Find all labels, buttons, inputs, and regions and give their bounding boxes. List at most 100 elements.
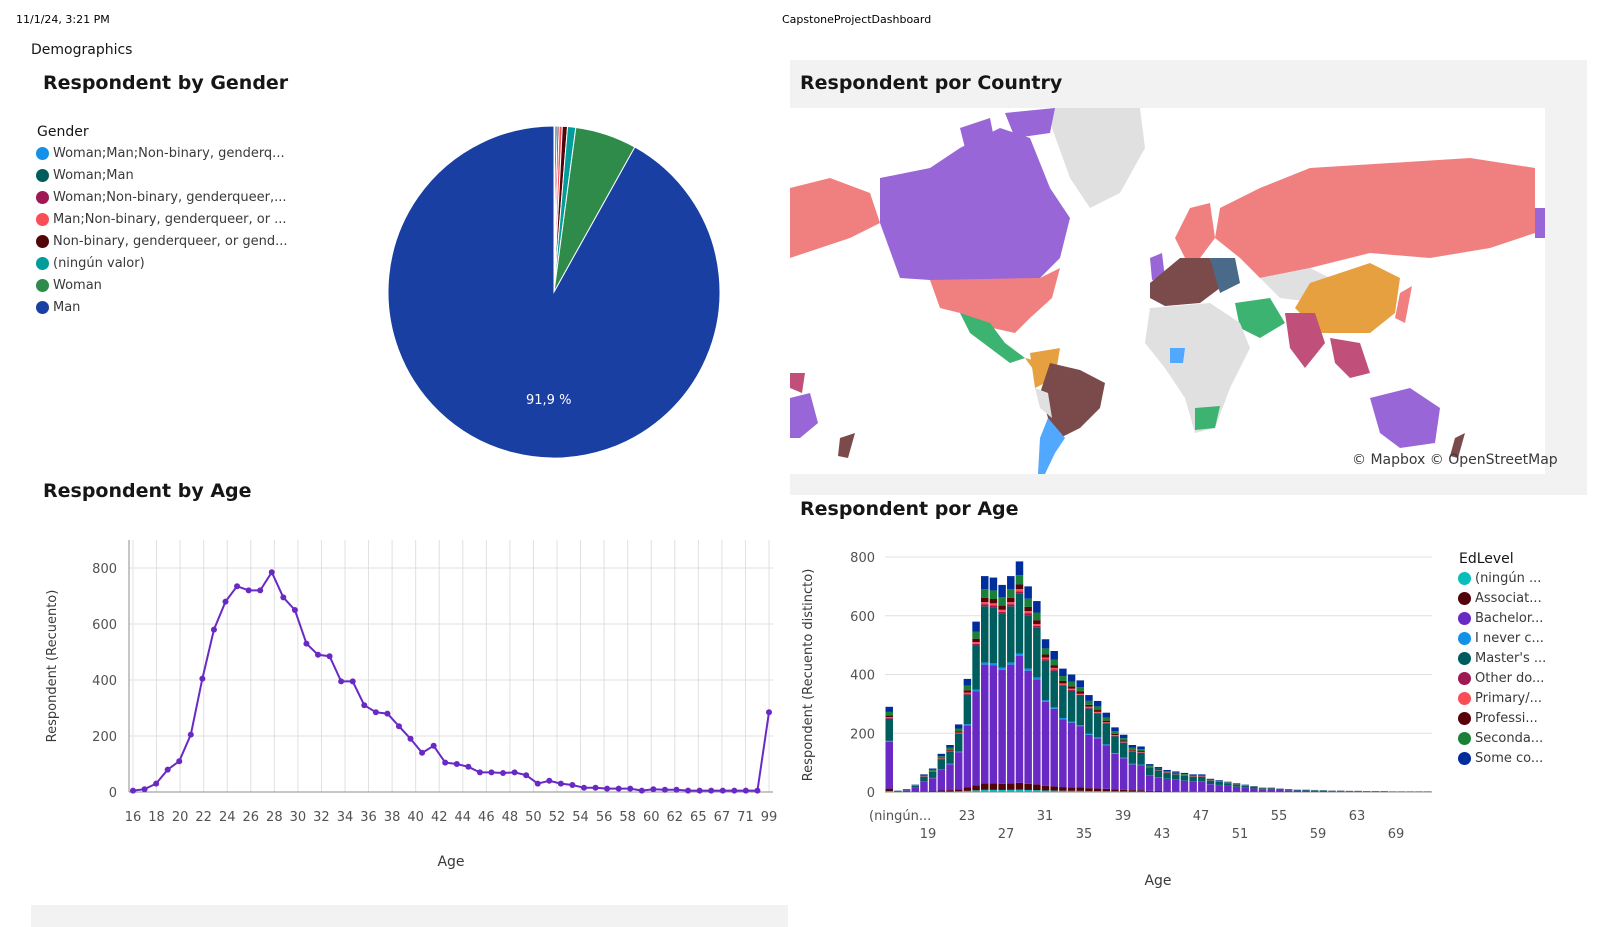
bar-segment[interactable] [946, 764, 954, 791]
bar-segment[interactable] [1007, 606, 1015, 663]
bar-segment[interactable] [1033, 601, 1041, 613]
bar-segment[interactable] [1336, 791, 1345, 792]
map-region-eastern-europe[interactable] [1210, 258, 1240, 293]
bar-segment[interactable] [1085, 700, 1093, 705]
bar-segment[interactable] [920, 781, 928, 792]
line-point[interactable] [719, 787, 726, 794]
bar-segment[interactable] [981, 606, 989, 663]
bar-segment[interactable] [972, 643, 980, 646]
bar-segment[interactable] [998, 584, 1006, 598]
gender-legend-item[interactable]: Non-binary, genderqueer, or gend... [36, 230, 288, 252]
bar-segment[interactable] [1007, 589, 1015, 598]
bar-segment[interactable] [1145, 765, 1154, 767]
bar-segment[interactable] [911, 785, 920, 788]
bar-segment[interactable] [981, 602, 989, 605]
bar-segment[interactable] [885, 741, 893, 789]
bar-segment[interactable] [1267, 788, 1276, 790]
bar-segment[interactable] [902, 790, 911, 792]
line-point[interactable] [187, 731, 194, 738]
bar-segment[interactable] [1111, 736, 1119, 754]
bar-segment[interactable] [1119, 789, 1128, 792]
bar-segment[interactable] [1067, 681, 1076, 687]
bar-segment[interactable] [1180, 791, 1189, 792]
edlevel-legend-item[interactable]: I never c... [1458, 628, 1558, 648]
bar-segment[interactable] [1111, 789, 1119, 792]
bar-segment[interactable] [989, 590, 998, 600]
bar-segment[interactable] [1284, 789, 1293, 791]
bar-segment[interactable] [1007, 602, 1015, 605]
edlevel-legend-item[interactable]: Bachelor... [1458, 608, 1558, 628]
bar-segment[interactable] [1033, 677, 1041, 680]
bar-segment[interactable] [1050, 670, 1058, 708]
bar-segment[interactable] [1232, 783, 1241, 784]
bar-segment[interactable] [1310, 790, 1319, 792]
line-point[interactable] [523, 772, 530, 779]
line-point[interactable] [580, 784, 587, 791]
bar-segment[interactable] [1119, 758, 1128, 790]
bar-segment[interactable] [954, 724, 963, 729]
bar-segment[interactable] [1284, 790, 1293, 792]
map-region-china[interactable] [1295, 263, 1400, 333]
bar-segment[interactable] [937, 769, 946, 791]
bar-segment[interactable] [928, 771, 937, 778]
map-region-australia[interactable] [1370, 388, 1440, 448]
bar-segment[interactable] [1050, 790, 1058, 792]
bar-segment[interactable] [998, 597, 1006, 606]
bar-segment[interactable] [963, 694, 972, 725]
bar-segment[interactable] [1050, 665, 1058, 668]
bar-segment[interactable] [1093, 737, 1102, 739]
bar-segment[interactable] [1050, 786, 1058, 791]
bar-segment[interactable] [998, 611, 1006, 614]
bar-segment[interactable] [885, 788, 893, 792]
bar-segment[interactable] [1041, 700, 1050, 702]
bar-segment[interactable] [1059, 683, 1067, 685]
bar-segment[interactable] [1111, 753, 1119, 754]
bar-segment[interactable] [1007, 597, 1015, 603]
bar-segment[interactable] [1033, 627, 1041, 678]
bar-segment[interactable] [1145, 766, 1154, 768]
line-point[interactable] [500, 769, 507, 776]
bar-segment[interactable] [1085, 708, 1093, 734]
world-map[interactable] [790, 108, 1545, 474]
bar-segment[interactable] [928, 778, 937, 792]
bar-segment[interactable] [1033, 790, 1041, 792]
line-point[interactable] [245, 587, 252, 594]
bar-segment[interactable] [1015, 575, 1024, 585]
bar-segment[interactable] [1119, 740, 1128, 742]
bar-segment[interactable] [885, 711, 893, 716]
bar-segment[interactable] [885, 717, 893, 718]
bar-segment[interactable] [1241, 785, 1249, 788]
bar-segment[interactable] [885, 715, 893, 718]
bar-segment[interactable] [1024, 789, 1032, 792]
bar-segment[interactable] [1189, 775, 1197, 777]
bar-segment[interactable] [1067, 722, 1076, 788]
line-point[interactable] [164, 766, 171, 773]
bar-segment[interactable] [1059, 787, 1067, 791]
bar-segment[interactable] [963, 690, 972, 693]
bar-segment[interactable] [1041, 659, 1050, 661]
bar-segment[interactable] [1163, 779, 1171, 792]
map-region-alaska[interactable] [790, 178, 880, 258]
bar-segment[interactable] [1163, 773, 1171, 779]
bar-segment[interactable] [1111, 731, 1119, 734]
map-region-russia[interactable] [1215, 158, 1535, 278]
map-region-nigeria[interactable] [1170, 348, 1185, 363]
bar-segment[interactable] [972, 631, 980, 639]
bar-segment[interactable] [1067, 688, 1076, 690]
line-point[interactable] [199, 675, 206, 682]
bar-segment[interactable] [1206, 784, 1215, 792]
bar-segment[interactable] [1267, 789, 1276, 792]
bar-segment[interactable] [1128, 764, 1137, 791]
bar-segment[interactable] [1180, 772, 1189, 775]
bar-segment[interactable] [1015, 591, 1024, 594]
bar-segment[interactable] [1024, 670, 1032, 784]
line-point[interactable] [130, 787, 136, 794]
bar-segment[interactable] [1024, 615, 1032, 669]
map-region-usa[interactable] [930, 268, 1060, 333]
bar-segment[interactable] [1050, 708, 1058, 787]
map-region-africa[interactable] [1145, 303, 1250, 433]
line-point[interactable] [234, 583, 241, 590]
bar-segment[interactable] [1154, 777, 1163, 792]
bar-segment[interactable] [1137, 790, 1145, 792]
bar-segment[interactable] [989, 599, 998, 604]
